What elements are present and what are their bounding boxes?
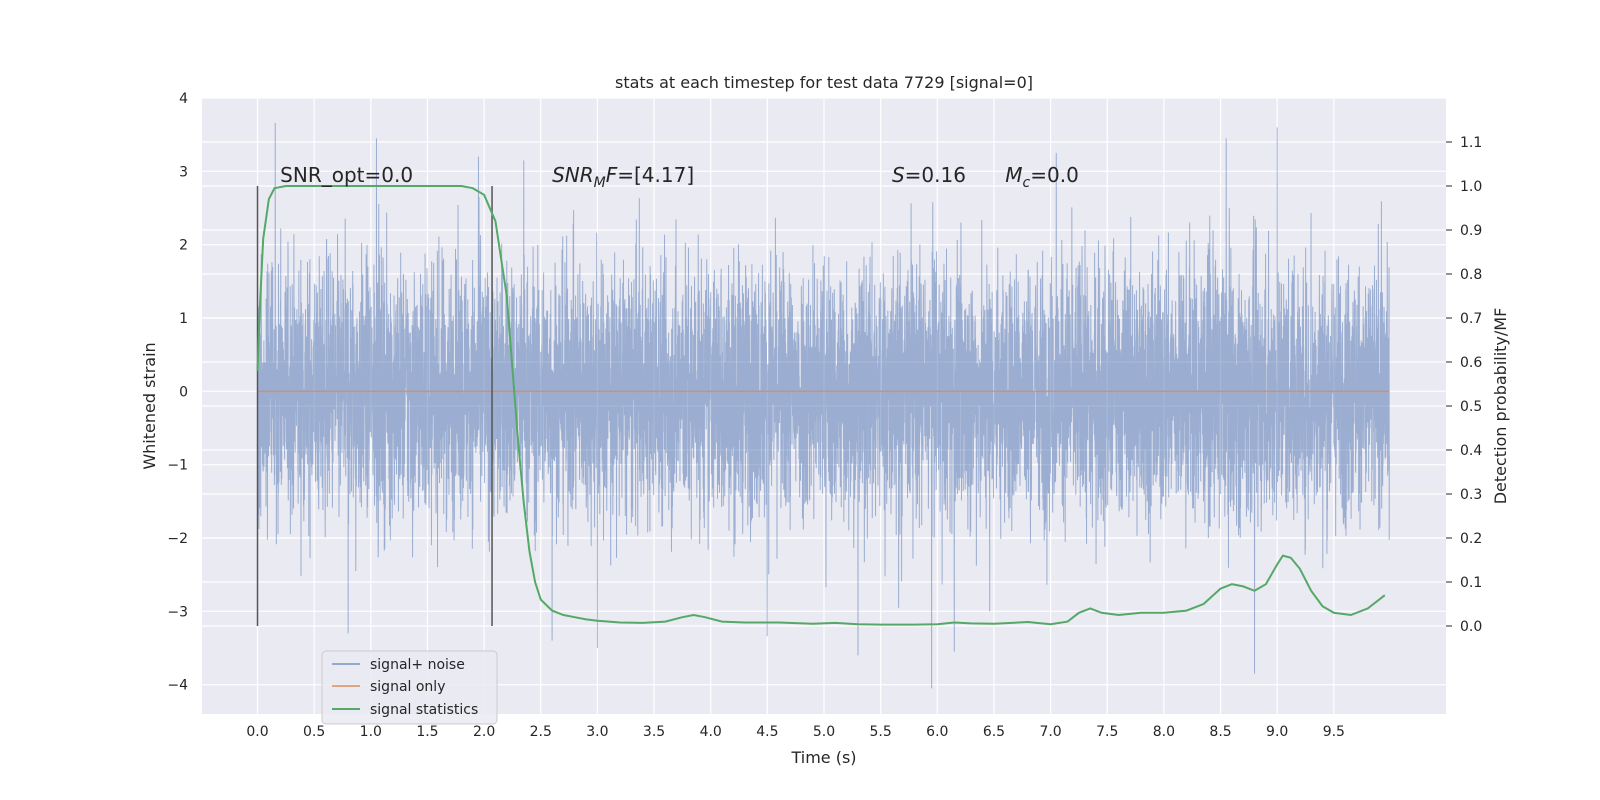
x-tick-label: 4.0 xyxy=(700,724,722,740)
x-axis-label: Time (s) xyxy=(790,748,856,767)
y-tick-label: −3 xyxy=(167,604,188,620)
annotation-text: SNR_opt=0.0 xyxy=(280,163,413,187)
x-tick-label: 8.0 xyxy=(1153,724,1175,740)
x-tick-label: 6.5 xyxy=(983,724,1005,740)
y-right-tick-label: 0.0 xyxy=(1460,619,1482,635)
x-tick-label: 1.5 xyxy=(416,724,438,740)
y-tick-label: 4 xyxy=(179,91,188,107)
y-right-tick-label: 0.8 xyxy=(1460,267,1482,283)
x-tick-label: 0.0 xyxy=(246,724,268,740)
y-right-tick-label: 1.0 xyxy=(1460,179,1482,195)
legend: signal+ noise signal only signal statist… xyxy=(321,650,498,725)
x-tick-label: 7.5 xyxy=(1096,724,1118,740)
signal-statistics-series xyxy=(256,185,1386,626)
x-tick-label: 5.5 xyxy=(870,724,892,740)
x-tick-label: 3.0 xyxy=(586,724,608,740)
y-right-tick-label: 0.6 xyxy=(1460,355,1482,371)
y-tick-label: −4 xyxy=(167,678,188,694)
x-tick-label: 9.5 xyxy=(1323,724,1345,740)
x-tick-label: 2.0 xyxy=(473,724,495,740)
tick-labels: 0.0 0.5 1.0 1.5 2.0 2.5 3.0 3.5 4.0 4.5 5.0 5.5 6.0 6… xyxy=(167,91,1482,740)
y-tick-label: 2 xyxy=(179,238,188,254)
annotation-text: SNRMF=[4.17] xyxy=(552,163,694,191)
legend-box xyxy=(321,650,498,725)
y-axis-label: Whitened strain xyxy=(140,342,159,469)
chart-title: stats at each timestep for test data 772… xyxy=(615,73,1033,92)
x-tick-label: 9.0 xyxy=(1266,724,1288,740)
signal-statistics-line xyxy=(256,185,1386,626)
x-tick-label: 2.5 xyxy=(530,724,552,740)
y-right-tick-label: 0.1 xyxy=(1460,575,1482,591)
y-right-tick-label: 0.4 xyxy=(1460,443,1482,459)
x-tick-label: 3.5 xyxy=(643,724,665,740)
y-tick-label: 0 xyxy=(179,384,188,400)
legend-label-signal-only: signal only xyxy=(370,679,445,695)
y-right-tick-label: 0.2 xyxy=(1460,531,1482,547)
y-right-axis-label: Detection probability/MF xyxy=(1491,308,1510,505)
legend-label-signal-statistics: signal statistics xyxy=(370,702,478,718)
annotation-text: S=0.16 xyxy=(892,163,966,187)
y-right-tick-label: 0.9 xyxy=(1460,223,1482,239)
y-right-tick-label: 0.3 xyxy=(1460,487,1482,503)
y-tick-label: 1 xyxy=(179,311,188,327)
x-tick-label: 0.5 xyxy=(303,724,325,740)
x-tick-label: 6.0 xyxy=(926,724,948,740)
x-tick-label: 7.0 xyxy=(1039,724,1061,740)
y-tick-label: −1 xyxy=(167,458,188,474)
y-tick-label: −2 xyxy=(167,531,188,547)
x-tick-label: 1.0 xyxy=(360,724,382,740)
x-tick-label: 4.5 xyxy=(756,724,778,740)
signal-noise-series xyxy=(257,123,1390,689)
signal-noise-line xyxy=(257,123,1390,689)
annotations: SNR_opt=0.0 SNRMF=[4.17] S=0.16 Mc=0.0 xyxy=(280,163,1079,191)
x-tick-label: 5.0 xyxy=(813,724,835,740)
x-tick-label: 8.5 xyxy=(1209,724,1231,740)
y-right-tick-label: 0.5 xyxy=(1460,399,1482,415)
marker-lines xyxy=(256,186,493,626)
y-right-tick-label: 0.7 xyxy=(1460,311,1482,327)
annotation-text: Mc=0.0 xyxy=(1005,163,1079,191)
y-tick-label: 3 xyxy=(179,164,188,180)
legend-label-signal-noise: signal+ noise xyxy=(370,657,465,673)
y-right-tick-label: 1.1 xyxy=(1460,135,1482,151)
